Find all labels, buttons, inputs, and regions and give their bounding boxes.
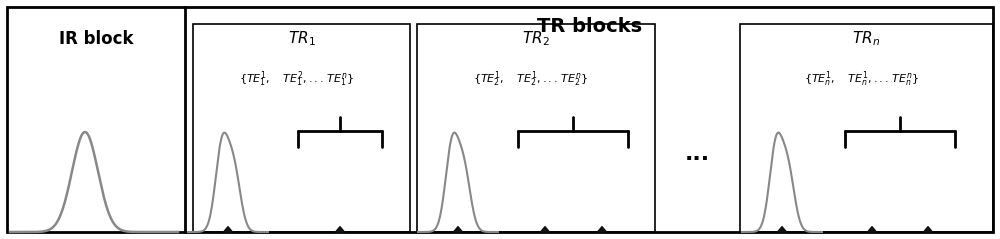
Polygon shape xyxy=(336,227,344,232)
Text: TR$_2$: TR$_2$ xyxy=(522,30,550,48)
Text: ...: ... xyxy=(684,144,710,164)
Text: $\{TE_1^1, \quad TE_1^2,...\,TE_1^n\}$: $\{TE_1^1, \quad TE_1^2,...\,TE_1^n\}$ xyxy=(239,69,354,89)
Polygon shape xyxy=(598,227,606,232)
Text: TR$_n$: TR$_n$ xyxy=(852,30,881,48)
Text: TR$_1$: TR$_1$ xyxy=(288,30,315,48)
Text: TR blocks: TR blocks xyxy=(537,16,643,36)
Polygon shape xyxy=(224,227,232,232)
Polygon shape xyxy=(868,227,876,232)
Polygon shape xyxy=(924,227,932,232)
Polygon shape xyxy=(454,227,462,232)
Text: $\{TE_n^1, \quad TE_n^1,...\,TE_n^n\}$: $\{TE_n^1, \quad TE_n^1,...\,TE_n^n\}$ xyxy=(804,69,919,89)
Polygon shape xyxy=(778,227,786,232)
Text: $\{TE_2^1, \quad TE_2^1,...\,TE_2^n\}$: $\{TE_2^1, \quad TE_2^1,...\,TE_2^n\}$ xyxy=(473,69,589,89)
Polygon shape xyxy=(540,227,550,232)
Text: IR block: IR block xyxy=(59,30,133,48)
